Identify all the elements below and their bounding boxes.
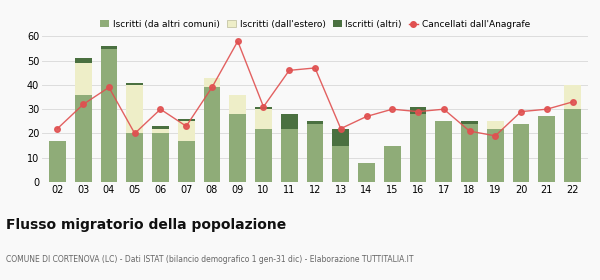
Bar (75, 63, 92, 95)
Bar (358, 163, 375, 182)
Bar (203, 87, 220, 182)
Bar (281, 114, 298, 129)
Bar (436, 121, 452, 182)
Bar (410, 114, 427, 182)
Bar (49, 141, 66, 182)
Bar (178, 121, 194, 141)
Bar (229, 114, 246, 182)
Text: COMUNE DI CORTENOVA (LC) - Dati ISTAT (bilancio demografico 1 gen-31 dic) - Elab: COMUNE DI CORTENOVA (LC) - Dati ISTAT (b… (6, 255, 413, 264)
Bar (410, 107, 427, 114)
Bar (152, 134, 169, 182)
Bar (255, 129, 272, 182)
Bar (487, 121, 503, 129)
Bar (332, 129, 349, 146)
Legend: Iscritti (da altri comuni), Iscritti (dall'estero), Iscritti (altri), Cancellati: Iscritti (da altri comuni), Iscritti (da… (100, 20, 530, 29)
Bar (229, 95, 246, 114)
Bar (384, 146, 401, 182)
Bar (178, 141, 194, 182)
Bar (332, 146, 349, 182)
Bar (203, 78, 220, 87)
Bar (127, 85, 143, 134)
Bar (75, 95, 92, 182)
Bar (461, 121, 478, 124)
Bar (127, 134, 143, 182)
Bar (564, 85, 581, 109)
Bar (152, 126, 169, 129)
Bar (281, 129, 298, 182)
Bar (101, 48, 118, 182)
Bar (461, 124, 478, 182)
Bar (307, 124, 323, 182)
Bar (255, 109, 272, 129)
Bar (255, 107, 272, 109)
Bar (75, 58, 92, 63)
Bar (152, 129, 169, 134)
Bar (101, 46, 118, 48)
Bar (538, 116, 555, 182)
Bar (564, 109, 581, 182)
Bar (512, 124, 529, 182)
Bar (178, 119, 194, 121)
Bar (307, 121, 323, 124)
Bar (487, 129, 503, 182)
Text: Flusso migratorio della popolazione: Flusso migratorio della popolazione (6, 218, 286, 232)
Bar (127, 83, 143, 85)
